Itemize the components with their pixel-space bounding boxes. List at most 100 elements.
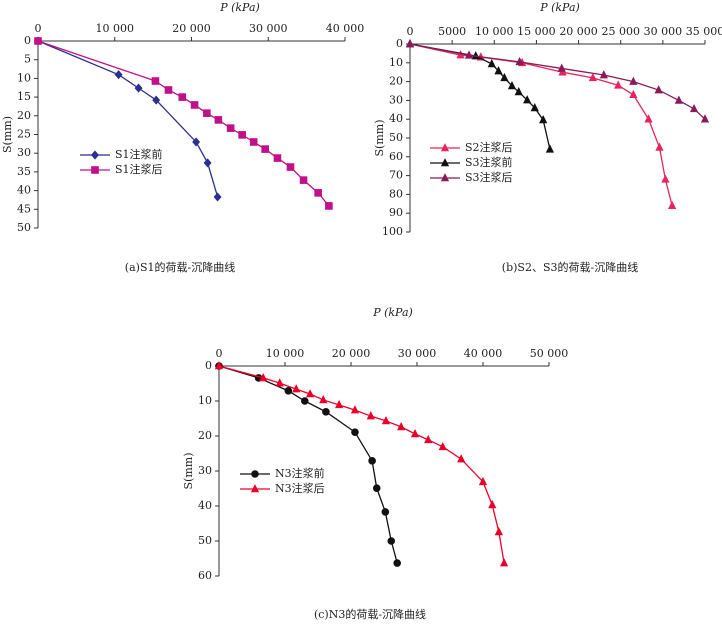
marker <box>539 115 548 124</box>
y-tick-label: 25 <box>17 128 31 141</box>
y-tick-label: 70 <box>389 169 403 182</box>
marker <box>372 484 381 492</box>
legend-marker <box>440 158 450 167</box>
marker <box>335 399 344 409</box>
x-tick-label: 50 000 <box>530 347 569 360</box>
marker <box>464 50 474 59</box>
marker <box>299 176 308 184</box>
marker <box>557 63 566 72</box>
legend-label: S3注浆前 <box>465 155 513 169</box>
marker <box>322 408 330 416</box>
y-tick-label: 40 <box>198 499 212 512</box>
x-axis-label: P (kPa) <box>372 306 413 319</box>
x-tick-label: 0 <box>216 347 223 360</box>
y-tick-label: 30 <box>389 93 403 106</box>
y-tick-label: 50 <box>17 221 31 234</box>
marker <box>500 72 509 82</box>
marker <box>515 56 524 66</box>
marker <box>410 428 420 438</box>
marker <box>500 558 509 567</box>
y-tick-label: 45 <box>17 202 31 215</box>
legend-label: N3注浆后 <box>275 481 325 495</box>
x-tick-label: 10 000 <box>96 22 135 35</box>
marker <box>381 508 390 516</box>
marker <box>494 66 503 75</box>
y-tick-label: 30 <box>17 146 31 159</box>
marker <box>494 526 503 536</box>
y-axis-label: S(mm) <box>182 453 195 490</box>
marker <box>238 131 246 139</box>
x-tick-label: 30 000 <box>249 22 288 35</box>
marker <box>405 39 415 48</box>
x-tick-label: 25 000 <box>601 25 640 38</box>
marker <box>34 37 42 45</box>
x-tick-label: 20 000 <box>559 25 598 38</box>
x-tick-label: 20 000 <box>332 347 371 360</box>
marker <box>275 378 284 387</box>
marker <box>203 109 211 117</box>
marker <box>214 116 223 124</box>
y-tick-label: 80 <box>389 187 403 200</box>
series-line <box>409 43 706 120</box>
x-tick-label: 10 000 <box>475 25 514 38</box>
marker <box>214 361 224 370</box>
y-tick-label: 0 <box>24 34 31 47</box>
marker <box>438 441 447 451</box>
y-tick-label: 35 <box>17 165 31 178</box>
marker <box>393 559 402 567</box>
marker <box>654 85 663 94</box>
x-axis-label: P (kPa) <box>219 1 260 14</box>
marker <box>457 454 466 463</box>
y-tick-label: 10 <box>389 56 403 69</box>
marker <box>286 163 295 171</box>
y-tick-label: 15 <box>17 90 31 103</box>
marker <box>213 192 222 202</box>
marker <box>273 154 282 162</box>
x-tick-label: 20 000 <box>172 22 211 35</box>
marker <box>523 95 532 104</box>
marker <box>325 202 333 210</box>
x-tick-label: 35 000 <box>686 25 722 38</box>
series-line <box>37 40 330 207</box>
marker <box>164 86 173 94</box>
y-tick-label: 50 <box>389 131 403 144</box>
marker <box>668 200 677 209</box>
marker <box>151 77 160 85</box>
marker <box>689 103 699 113</box>
y-tick-label: 30 <box>198 464 212 477</box>
marker <box>488 500 497 509</box>
y-tick-label: 5 <box>24 53 31 66</box>
marker <box>368 457 376 465</box>
y-tick-label: 40 <box>389 112 403 125</box>
x-tick-label: 40 000 <box>326 22 365 35</box>
marker <box>261 145 269 153</box>
marker <box>614 80 623 89</box>
marker <box>644 114 653 123</box>
marker <box>249 138 258 146</box>
marker <box>674 95 683 104</box>
y-tick-label: 20 <box>198 429 212 442</box>
marker <box>588 72 598 82</box>
marker <box>629 76 638 85</box>
series-line <box>218 365 505 564</box>
marker <box>305 389 315 398</box>
marker <box>478 476 488 486</box>
y-tick-label: 20 <box>389 75 403 88</box>
marker <box>350 405 360 414</box>
marker <box>514 87 523 96</box>
marker <box>424 434 433 444</box>
legend-label: S1注浆前 <box>115 147 163 161</box>
x-tick-label: 10 000 <box>266 347 305 360</box>
y-axis-label: S(mm) <box>373 120 386 157</box>
marker <box>545 144 555 153</box>
y-tick-label: 40 <box>17 184 31 197</box>
legend-label: S1注浆后 <box>115 162 163 176</box>
marker <box>152 95 161 105</box>
x-tick-label: 15 000 <box>517 25 556 38</box>
marker <box>629 89 638 99</box>
marker <box>314 189 322 197</box>
y-tick-label: 60 <box>389 150 403 163</box>
x-axis-label: P (kPa) <box>539 1 580 14</box>
marker <box>203 158 212 168</box>
marker <box>319 395 328 404</box>
